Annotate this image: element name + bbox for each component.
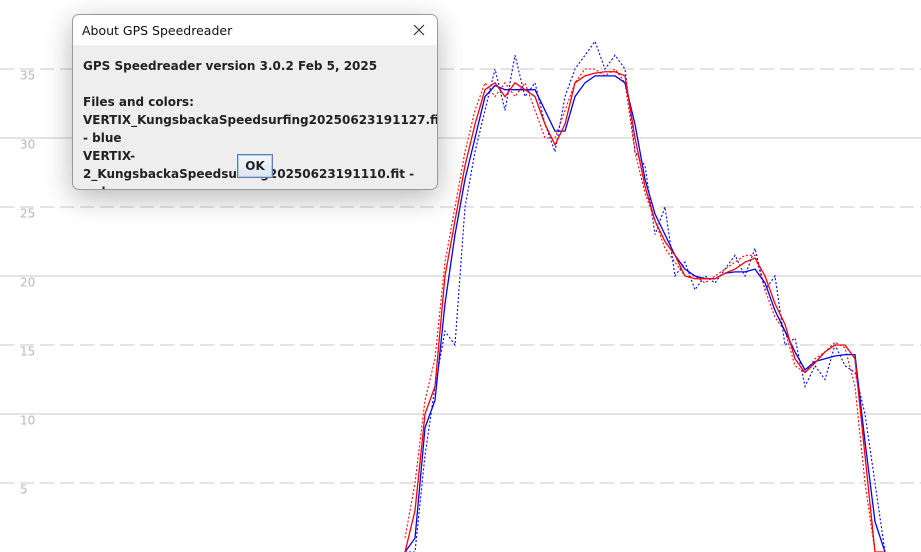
speed-line <box>405 40 886 552</box>
dialog-body: GPS Speedreader version 3.0.2 Feb 5, 202… <box>73 45 438 189</box>
y-tick-label: 15 <box>20 345 35 359</box>
y-tick-label: 25 <box>20 207 35 221</box>
version-text: GPS Speedreader version 3.0.2 Feb 5, 202… <box>83 59 378 73</box>
speed-line <box>404 71 885 552</box>
y-tick-label: 35 <box>20 69 35 83</box>
ok-button[interactable]: OK <box>237 154 273 178</box>
y-tick-label: 30 <box>20 138 35 152</box>
file-entry: VERTIX_KungsbackaSpeedsurfing20250623191… <box>83 113 438 145</box>
title-bar: About GPS Speedreader <box>73 15 437 45</box>
dialog-title: About GPS Speedreader <box>82 22 233 38</box>
files-heading: Files and colors: <box>83 95 194 109</box>
about-dialog: About GPS Speedreader GPS Speedreader ve… <box>72 14 438 190</box>
y-tick-label: 10 <box>20 414 35 428</box>
y-tick-label: 5 <box>20 483 28 497</box>
y-tick-label: 20 <box>20 276 35 290</box>
speed-line <box>404 68 885 552</box>
close-button[interactable] <box>407 19 431 41</box>
speed-line <box>404 75 886 552</box>
